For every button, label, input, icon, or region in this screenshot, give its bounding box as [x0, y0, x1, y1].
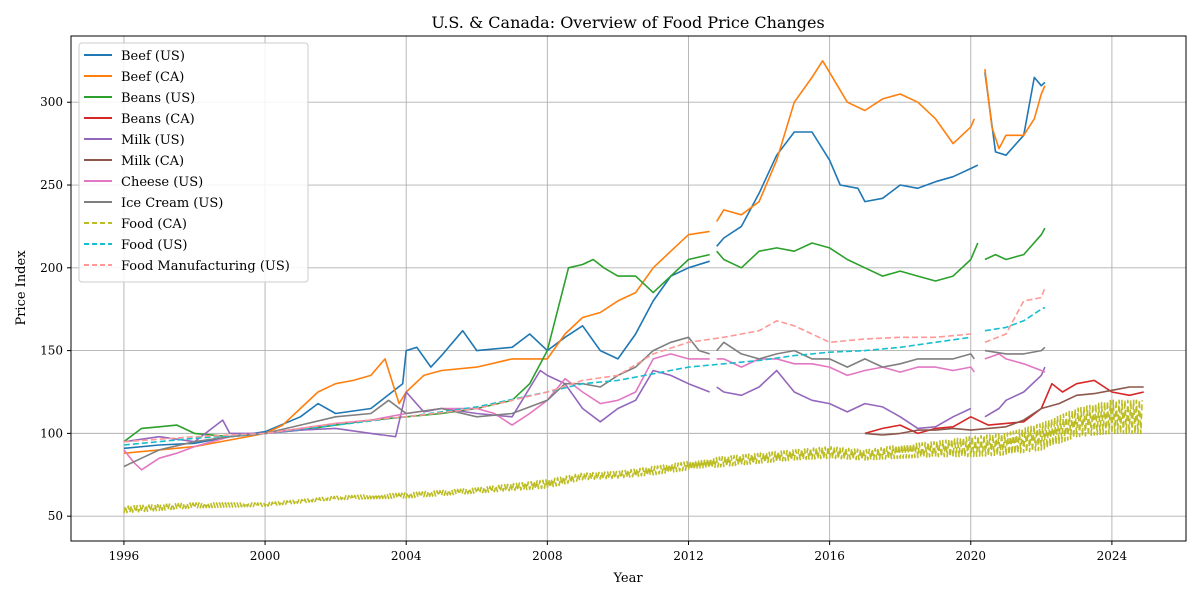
legend-label: Milk (US) — [121, 133, 185, 148]
y-tick-label: 300 — [40, 95, 63, 109]
legend-label: Food (CA) — [121, 217, 187, 232]
legend-box — [78, 42, 309, 283]
y-tick-label: 200 — [40, 261, 63, 275]
legend: Beef (US) Beef (CA) Beans (US) Beans (CA) Mi… — [78, 42, 309, 283]
legend-label: Ice Cream (US) — [121, 196, 223, 211]
y-tick-label: 250 — [40, 178, 63, 192]
x-tick-label: 2020 — [955, 549, 986, 563]
legend-label: Beef (US) — [121, 49, 185, 64]
legend-label: Milk (CA) — [121, 154, 184, 169]
series-line-cheese-us — [123, 353, 1046, 471]
series-lines — [123, 60, 1144, 514]
y-axis-label: Price Index — [14, 250, 29, 326]
x-tick-label: 2000 — [250, 549, 281, 563]
x-tick-label: 2008 — [532, 549, 563, 563]
legend-label: Food Manufacturing (US) — [121, 259, 290, 274]
series-line-food-us — [123, 306, 1046, 446]
series-line-milk-us — [123, 366, 1046, 443]
legend-label: Beef (CA) — [121, 70, 184, 85]
series-line-ice-cream-us — [123, 336, 1046, 468]
legend-label: Beans (CA) — [121, 112, 195, 127]
y-tick-label: 50 — [48, 509, 63, 523]
x-tick-label: 2004 — [391, 549, 422, 563]
x-axis-label: Year — [612, 571, 643, 586]
series-line-food-manufacturing-us — [123, 287, 1046, 443]
series-line-food-ca — [123, 399, 1143, 514]
x-tick-label: 1996 — [109, 549, 140, 563]
series-line-milk-ca — [864, 386, 1144, 436]
x-tick-label: 2012 — [673, 549, 704, 563]
y-tick-label: 150 — [40, 344, 63, 358]
legend-label: Food (US) — [121, 238, 187, 253]
legend-label: Beans (US) — [121, 91, 195, 106]
plot-frame — [70, 35, 1187, 542]
legend-label: Cheese (US) — [121, 175, 203, 190]
chart-title: U.S. & Canada: Overview of Food Price Ch… — [431, 13, 824, 32]
y-tick-label: 100 — [40, 426, 63, 440]
x-tick-label: 2024 — [1097, 549, 1128, 563]
series-line-beef-ca — [123, 60, 1046, 454]
axis-ticks: 1996 2000 2004 2008 2012 2016 2020 2024 50 100 150… — [40, 95, 1127, 563]
x-tick-label: 2016 — [814, 549, 845, 563]
